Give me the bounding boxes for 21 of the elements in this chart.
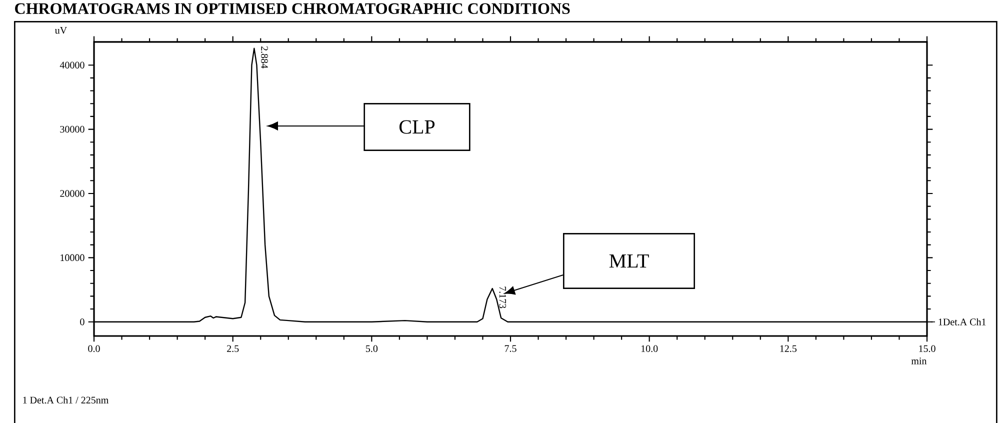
x-tick-label: 0.0 (88, 345, 100, 352)
y-axis-title: uV (54, 27, 67, 34)
y-tick-label: 10000 (60, 254, 84, 262)
y-tick-label: 0 (80, 318, 84, 326)
y-tick-label: 20000 (60, 190, 84, 197)
x-tick-label: 12.5 (780, 345, 797, 352)
annotation: MLT (609, 254, 649, 268)
x-tick-label: 10.0 (641, 345, 658, 352)
x-axis-title: min (911, 358, 927, 364)
annotation: CLP (399, 120, 435, 134)
y-tick-label: 40000 (60, 62, 84, 68)
chart-title: CHROMATOGRAMS IN OPTIMISED CHROMATOGRAPHIC CONDITIONS (15, 3, 570, 14)
x-tick-label: 2.5 (227, 345, 239, 352)
text: 1 Det.A Ch1 / 225nm (23, 396, 108, 404)
legend-label: 1Det.A Ch1 (938, 318, 986, 326)
annotation: 2.884 (261, 46, 268, 68)
annotation: 7.173 (499, 286, 506, 308)
x-tick-label: 5.0 (366, 345, 378, 352)
x-tick-label: 7.5 (504, 345, 516, 352)
x-tick-label: 15.0 (919, 345, 936, 352)
y-tick-label: 30000 (60, 126, 84, 133)
